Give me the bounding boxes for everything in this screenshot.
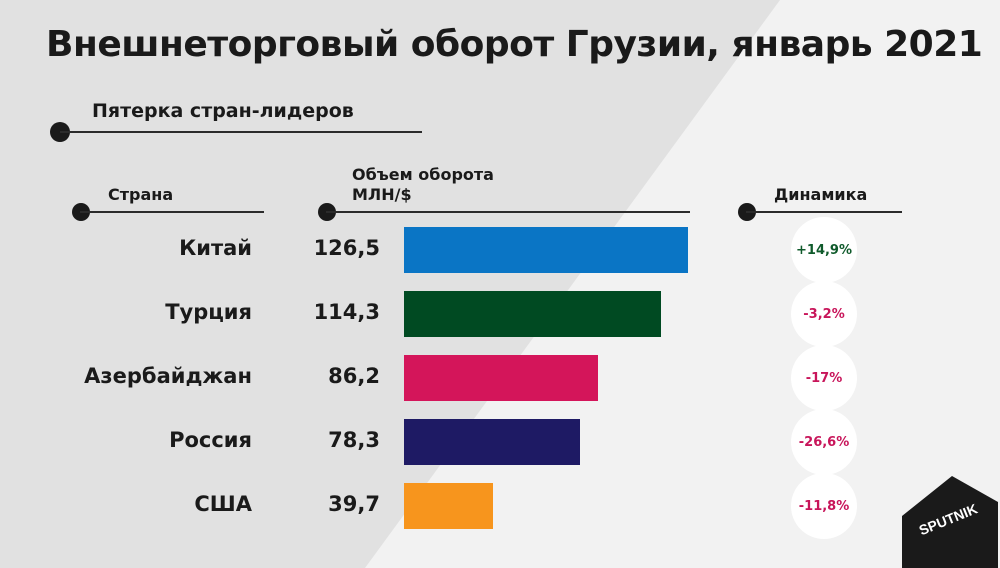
dynamics-badge: -17%: [791, 345, 857, 411]
dynamics-badge: -3,2%: [791, 281, 857, 347]
value-label: 39,7: [328, 492, 380, 516]
column-header-volume-line1: Объем оборота: [352, 165, 494, 184]
bar: [404, 419, 580, 465]
country-label: Азербайджан: [84, 364, 252, 388]
column-header-dynamics-rule: [746, 211, 902, 213]
column-header-country-rule: [80, 211, 264, 213]
dynamics-badge: -26,6%: [791, 409, 857, 475]
column-header-dynamics: Динамика: [774, 185, 868, 204]
column-header-volume-rule: [326, 211, 690, 213]
value-label: 114,3: [313, 300, 380, 324]
dynamics-badge: +14,9%: [791, 217, 857, 283]
country-label: Россия: [169, 428, 252, 452]
country-label: Китай: [179, 236, 252, 260]
value-label: 86,2: [328, 364, 380, 388]
bar: [404, 291, 661, 337]
column-header-country: Страна: [108, 185, 174, 204]
country-label: США: [194, 492, 252, 516]
column-header-volume-line2: МЛН/$: [352, 185, 412, 204]
chart-subtitle: Пятерка стран-лидеров: [92, 100, 354, 122]
value-label: 126,5: [313, 236, 380, 260]
bar: [404, 227, 688, 273]
bar: [404, 355, 598, 401]
bar: [404, 483, 493, 529]
country-label: Турция: [165, 300, 252, 324]
value-label: 78,3: [328, 428, 380, 452]
sputnik-logo-icon: SPUTNIK: [902, 476, 998, 568]
subtitle-rule: [60, 131, 422, 133]
chart-title: Внешнеторговый оборот Грузии, январь 202…: [46, 24, 983, 65]
dynamics-badge: -11,8%: [791, 473, 857, 539]
column-header-volume: Объем оборота МЛН/$: [352, 165, 494, 205]
